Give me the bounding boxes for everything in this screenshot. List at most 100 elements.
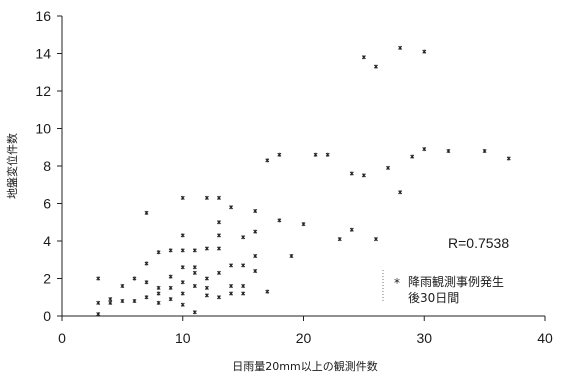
data-point bbox=[398, 45, 403, 50]
data-point bbox=[446, 149, 451, 153]
data-point bbox=[204, 285, 209, 290]
data-point bbox=[373, 237, 378, 242]
data-point bbox=[253, 269, 258, 273]
data-point bbox=[180, 233, 185, 238]
x-tick-label: 40 bbox=[537, 330, 553, 346]
data-point bbox=[204, 293, 209, 298]
plot-frame bbox=[61, 16, 545, 317]
data-point bbox=[96, 312, 101, 317]
data-point bbox=[398, 190, 403, 195]
data-point bbox=[325, 152, 330, 157]
data-point bbox=[156, 291, 161, 296]
data-point bbox=[156, 300, 161, 305]
data-point bbox=[349, 227, 354, 232]
legend-line-1: 降雨観測事例発生 bbox=[408, 275, 504, 289]
data-point bbox=[180, 265, 185, 270]
data-point bbox=[192, 270, 197, 275]
data-point bbox=[289, 254, 294, 258]
data-point bbox=[168, 297, 173, 302]
data-point bbox=[96, 300, 101, 305]
data-point bbox=[180, 291, 185, 296]
x-tick-label: 0 bbox=[58, 330, 66, 346]
x-tick-label: 20 bbox=[296, 330, 312, 346]
data-point bbox=[410, 154, 415, 159]
data-point bbox=[144, 280, 149, 285]
data-point bbox=[120, 284, 125, 288]
legend-symbol: * bbox=[394, 276, 400, 290]
data-point bbox=[386, 165, 391, 170]
data-point bbox=[216, 295, 221, 300]
data-point bbox=[241, 235, 246, 240]
data-point bbox=[96, 276, 101, 281]
y-axis-label: 地盤変位件数 bbox=[5, 133, 19, 199]
data-point bbox=[180, 280, 185, 285]
data-point bbox=[144, 261, 149, 266]
data-point bbox=[204, 246, 209, 251]
data-point bbox=[349, 171, 354, 176]
legend: * 降雨観測事例発生 後30日間 bbox=[382, 270, 504, 305]
data-point bbox=[506, 156, 511, 161]
data-point bbox=[229, 291, 234, 296]
data-point bbox=[132, 299, 137, 303]
y-tick-label: 16 bbox=[35, 8, 51, 24]
data-point bbox=[168, 274, 173, 279]
y-tick-label: 12 bbox=[35, 83, 51, 99]
data-point bbox=[313, 152, 318, 157]
data-point bbox=[216, 270, 221, 275]
data-point bbox=[120, 299, 125, 303]
y-tick-label: 0 bbox=[43, 308, 51, 324]
data-point bbox=[337, 237, 342, 242]
data-point bbox=[192, 310, 197, 315]
x-axis-ticks: 0 10 20 30 40 bbox=[58, 316, 553, 346]
data-point bbox=[229, 284, 234, 288]
data-point bbox=[216, 195, 221, 200]
x-tick-label: 30 bbox=[416, 330, 432, 346]
y-tick-label: 6 bbox=[43, 196, 51, 212]
data-point bbox=[361, 55, 366, 60]
data-point bbox=[241, 284, 246, 288]
data-point bbox=[265, 289, 270, 294]
data-point bbox=[168, 248, 173, 253]
data-point bbox=[156, 250, 161, 255]
data-point bbox=[192, 265, 197, 270]
data-point bbox=[180, 195, 185, 200]
data-point bbox=[216, 220, 221, 225]
data-point bbox=[132, 276, 137, 281]
data-point bbox=[216, 233, 221, 238]
data-point bbox=[204, 195, 209, 200]
data-point bbox=[241, 291, 246, 296]
y-tick-label: 10 bbox=[35, 121, 51, 137]
data-point bbox=[277, 152, 282, 157]
data-point bbox=[253, 209, 258, 213]
data-point bbox=[229, 263, 234, 268]
data-point bbox=[168, 285, 173, 290]
data-point bbox=[373, 64, 378, 69]
y-tick-label: 4 bbox=[43, 233, 51, 249]
data-point bbox=[192, 248, 197, 253]
y-tick-label: 8 bbox=[43, 158, 51, 174]
data-point bbox=[192, 284, 197, 288]
x-tick-label: 10 bbox=[175, 330, 191, 346]
data-point bbox=[180, 302, 185, 307]
correlation-annotation: R=0.7538 bbox=[448, 235, 509, 251]
data-point bbox=[156, 285, 161, 290]
data-point bbox=[422, 147, 427, 152]
data-point bbox=[361, 173, 366, 178]
data-point bbox=[216, 246, 221, 251]
data-point bbox=[241, 263, 246, 268]
data-point bbox=[229, 205, 234, 210]
data-point bbox=[144, 210, 149, 215]
data-point bbox=[108, 300, 113, 305]
data-point bbox=[108, 297, 113, 302]
data-point bbox=[265, 158, 270, 163]
data-point bbox=[253, 229, 258, 234]
data-point bbox=[253, 254, 258, 258]
data-point bbox=[144, 295, 149, 300]
data-point bbox=[482, 149, 487, 153]
data-point bbox=[204, 276, 209, 281]
y-tick-label: 14 bbox=[35, 46, 51, 62]
y-axis-ticks: 0 2 4 6 8 10 12 14 16 bbox=[35, 8, 62, 324]
legend-line-2: 後30日間 bbox=[408, 291, 459, 305]
y-tick-label: 2 bbox=[43, 271, 51, 287]
